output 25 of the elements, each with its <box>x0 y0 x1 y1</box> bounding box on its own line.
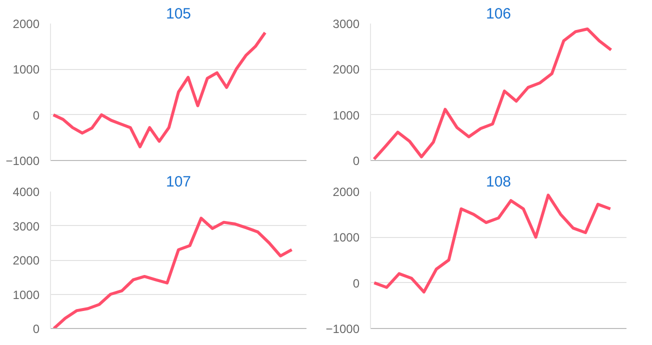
chart-title: 107 <box>166 174 192 190</box>
y-tick-label: 2000 <box>332 185 360 199</box>
y-tick-label: 2000 <box>12 17 40 31</box>
y-tick-label: 0 <box>352 154 360 168</box>
chart-title: 105 <box>166 6 192 22</box>
y-tick-label: 4000 <box>12 185 40 199</box>
y-tick-label: −1000 <box>6 154 40 168</box>
y-tick-label: 1000 <box>332 108 360 122</box>
chart-title: 108 <box>486 174 512 190</box>
y-tick-label: −1000 <box>326 322 360 336</box>
y-tick-label: 2000 <box>12 254 40 268</box>
y-tick-label: 0 <box>352 276 360 290</box>
line-series <box>372 194 612 294</box>
line-series <box>52 31 267 148</box>
y-tick-label: 1000 <box>12 288 40 302</box>
y-tick-label: 3000 <box>12 219 40 234</box>
y-tick-label: 1000 <box>332 230 360 245</box>
y-tick-label: 0 <box>32 322 40 336</box>
chart-title: 106 <box>486 6 512 22</box>
y-tick-label: 2000 <box>332 62 360 77</box>
line-series <box>372 27 613 160</box>
y-tick-label: 0 <box>32 108 40 122</box>
y-tick-label: 3000 <box>332 17 360 31</box>
y-tick-label: 1000 <box>12 62 40 77</box>
line-series <box>52 216 294 328</box>
